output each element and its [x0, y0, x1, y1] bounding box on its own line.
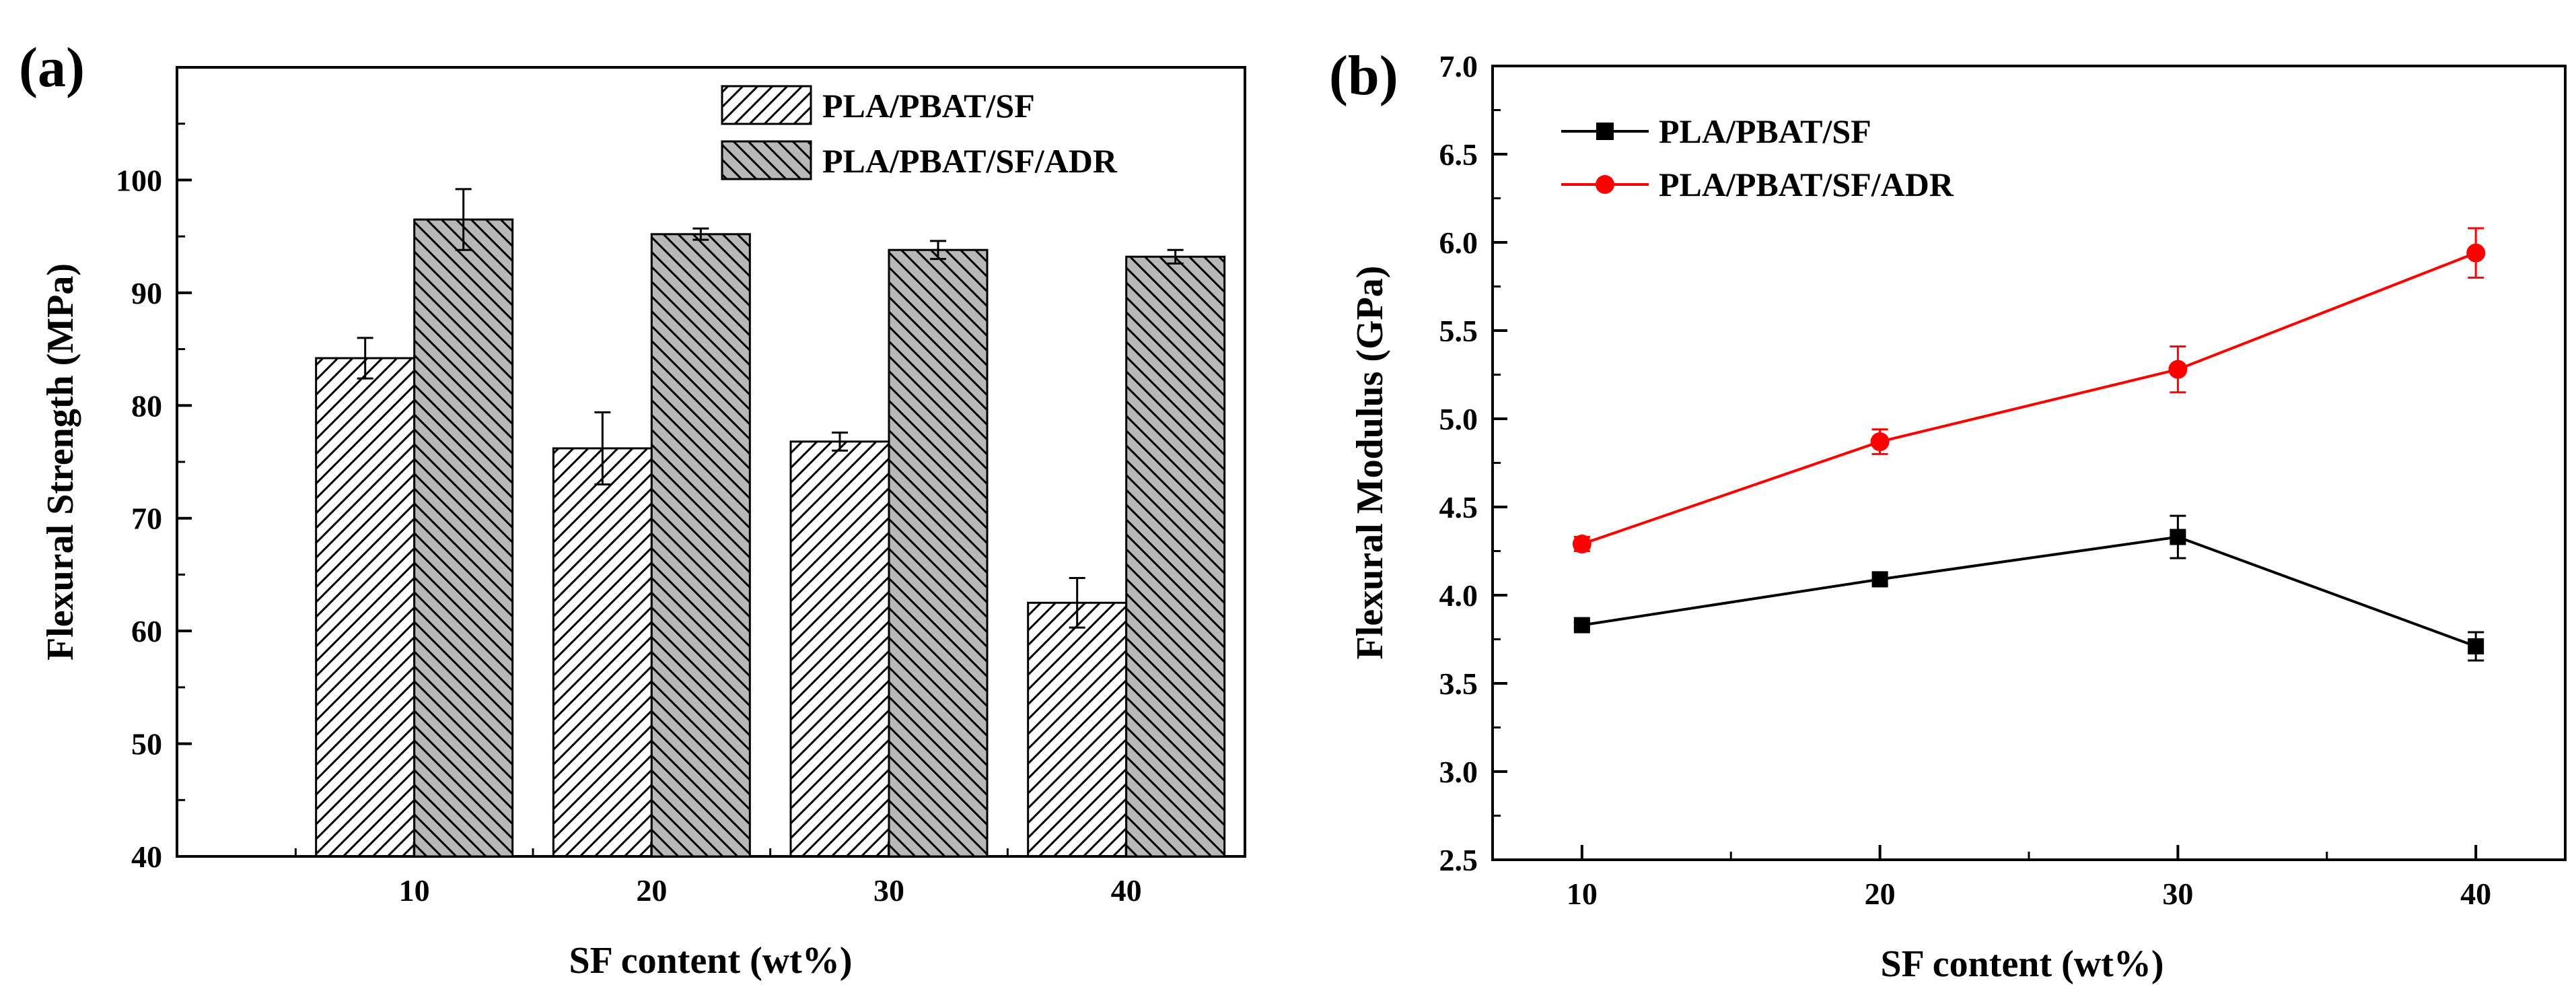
x-axis-title-a: SF content (wt%)	[569, 940, 853, 982]
lines-b	[1581, 251, 2476, 648]
point-pla-pbat-sf-adr-30	[2168, 360, 2188, 379]
y-tick-label-b: 2.5	[1439, 843, 1478, 877]
legend-label-b-1: PLA/PBAT/SF/ADR	[1659, 166, 1954, 203]
y-axis-b: 2.5 3.0 3.5 4.0 4.5 5.0 5.5 6.0 6.5 7.0	[1439, 49, 1507, 877]
point-pla-pbat-sf-adr-40	[2466, 243, 2486, 263]
x-tick-label-b: 40	[2460, 877, 2491, 911]
point-pla-pbat-sf-adr-20	[1870, 432, 1890, 452]
point-pla-pbat-sf-adr-10	[1572, 535, 1591, 554]
y-axis-title-b: Flexural Modulus (GPa)	[1349, 266, 1391, 660]
point-pla-pbat-sf-20	[1871, 571, 1888, 588]
line-pla-pbat-sf	[1581, 535, 2476, 648]
x-tick-label-b: 10	[1567, 877, 1598, 911]
plot-frame-b	[1491, 65, 2567, 861]
bars-a	[315, 218, 1226, 858]
bar-pla-pbat-sf-10	[315, 357, 416, 858]
legend-swatch-a-0	[721, 85, 812, 125]
legend-label-b-0: PLA/PBAT/SF	[1659, 112, 1871, 150]
point-pla-pbat-sf-40	[2468, 638, 2484, 654]
legend-marker-b-1	[1596, 175, 1614, 194]
y-tick-label-a: 80	[131, 388, 162, 423]
legend-a: PLA/PBAT/SF PLA/PBAT/SF/ADR	[721, 85, 1118, 180]
x-tick-label-a: 40	[1111, 873, 1142, 908]
y-tick-label-b: 7.0	[1439, 49, 1478, 83]
y-tick-label-b: 3.5	[1439, 667, 1478, 701]
y-tick-label-b: 5.5	[1439, 314, 1478, 348]
point-pla-pbat-sf-10	[1573, 617, 1590, 634]
panel-label-b: (b)	[1329, 44, 1398, 107]
error-bars-a	[357, 188, 1184, 629]
bar-pla-pbat-sf-adr-40	[1125, 255, 1226, 858]
x-tick-label-a: 30	[873, 873, 904, 908]
markers-b	[1572, 243, 2486, 654]
y-tick-label-a: 60	[131, 614, 162, 648]
legend-b: PLA/PBAT/SF PLA/PBAT/SF/ADR	[1561, 112, 1954, 203]
y-axis-title-a: Flexural Strength (MPa)	[40, 263, 81, 660]
legend-marker-b-0	[1596, 123, 1614, 140]
y-tick-label-b: 4.0	[1439, 578, 1478, 613]
bar-pla-pbat-sf-30	[789, 440, 890, 858]
bar-pla-pbat-sf-adr-20	[650, 233, 751, 858]
error-bars-b	[1573, 227, 2484, 662]
x-tick-label-a: 10	[399, 873, 430, 908]
legend-swatch-a-1	[721, 140, 812, 180]
y-tick-label-b: 6.0	[1439, 226, 1478, 260]
x-axis-b: 10 20 30 40	[1567, 845, 2491, 911]
chart-panel-a: (a) 40 50 60 70 80 90 100 10 20 30 40 SF content …	[19, 36, 1246, 982]
y-tick-label-b: 3.0	[1439, 755, 1478, 789]
y-tick-label-a: 70	[131, 502, 162, 536]
y-tick-label-b: 6.5	[1439, 137, 1478, 172]
bar-pla-pbat-sf-adr-10	[413, 218, 514, 858]
x-tick-label-b: 30	[2162, 877, 2193, 911]
y-tick-label-a: 40	[131, 840, 162, 874]
y-tick-label-a: 100	[116, 163, 162, 197]
y-tick-label-a: 90	[131, 276, 162, 310]
line-pla-pbat-sf-adr	[1581, 251, 2476, 545]
y-tick-label-a: 50	[131, 727, 162, 761]
point-pla-pbat-sf-30	[2170, 529, 2186, 545]
y-tick-label-b: 4.5	[1439, 490, 1478, 524]
y-tick-label-b: 5.0	[1439, 402, 1478, 436]
chart-panel-b: (b) 2.5 3.0 3.5 4.0 4.5 5.0 5.5 6.0 6.5 7.0 10 20 3…	[1329, 44, 2567, 985]
legend-label-a-1: PLA/PBAT/SF/ADR	[822, 142, 1118, 180]
x-tick-label-b: 20	[1865, 877, 1896, 911]
x-axis-a: 10 20 30 40	[294, 842, 1142, 908]
bar-pla-pbat-sf-40	[1027, 601, 1128, 858]
x-axis-title-b: SF content (wt%)	[1881, 943, 2164, 985]
legend-label-a-0: PLA/PBAT/SF	[822, 87, 1035, 125]
x-tick-label-a: 20	[636, 873, 667, 908]
panel-label-a: (a)	[19, 36, 85, 99]
bar-pla-pbat-sf-20	[552, 447, 653, 858]
y-axis-a: 40 50 60 70 80 90 100	[116, 123, 192, 874]
bar-pla-pbat-sf-adr-30	[888, 248, 989, 858]
